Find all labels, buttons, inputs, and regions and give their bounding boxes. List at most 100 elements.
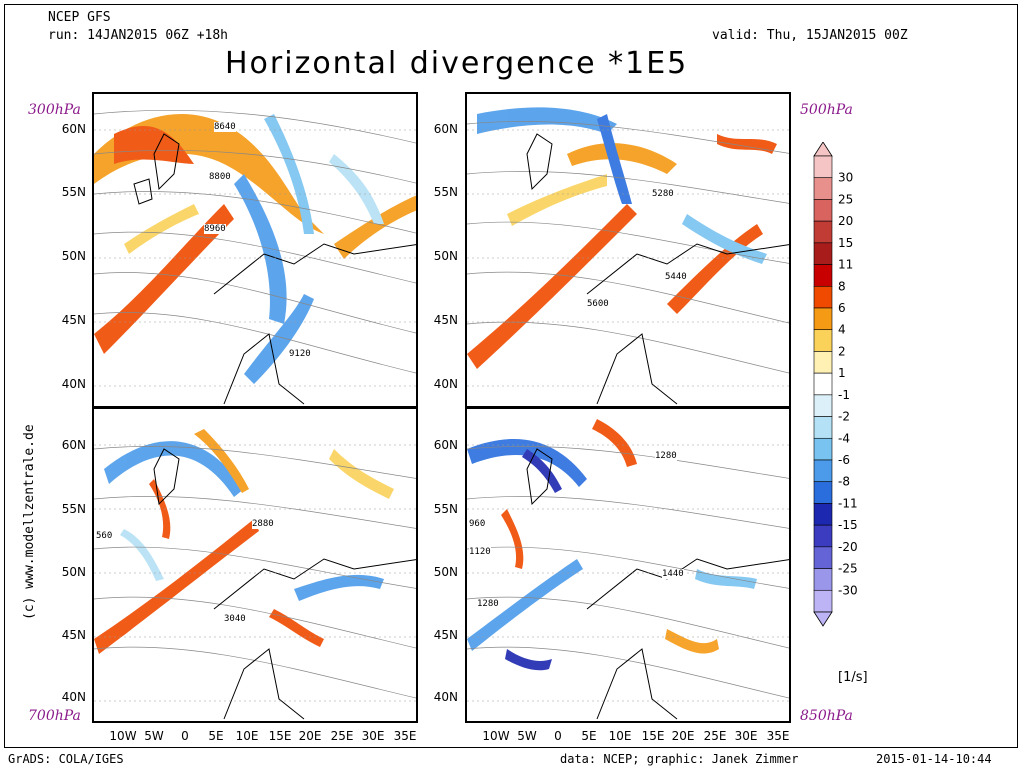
colorbar-level-label: -4	[838, 431, 850, 445]
colorbar-swatch	[813, 394, 833, 417]
colorbar-level-label: -11	[838, 496, 858, 510]
colorbar-swatch	[813, 351, 833, 374]
colorbar-arrow-bottom	[813, 611, 833, 627]
credit-vertical: (c) www.modellzentrale.de	[22, 424, 37, 620]
contour-label: 2880	[252, 519, 274, 529]
lon-tick: 15E	[641, 729, 665, 743]
colorbar-swatch	[813, 524, 833, 548]
lon-tick: 5E	[581, 729, 597, 743]
colorbar-level-label: 8	[838, 279, 846, 293]
colorbar-swatch	[813, 589, 833, 613]
colorbar-swatch	[813, 416, 833, 439]
colorbar-swatch	[813, 568, 833, 591]
lat-tick: 60N	[61, 122, 86, 136]
colorbar-level-label: -25	[838, 562, 858, 576]
colorbar-swatch	[813, 503, 833, 526]
lon-tick: 5W	[517, 729, 537, 743]
lon-tick: 30E	[734, 729, 758, 743]
colorbar-swatch	[813, 459, 833, 483]
lon-tick: 10W	[482, 729, 510, 743]
map-850hpa-field	[467, 419, 789, 720]
colorbar-level-label: -1	[838, 388, 850, 402]
lon-tick: 10W	[109, 729, 137, 743]
colorbar-level-label: -2	[838, 410, 850, 424]
colorbar-level-label: -8	[838, 475, 850, 489]
lon-tick: 10E	[235, 729, 259, 743]
contour-label: 960	[469, 519, 486, 529]
colorbar-level-label: 11	[838, 258, 853, 272]
lon-tick: 25E	[330, 729, 354, 743]
footer-center: data: NCEP; graphic: Janek Zimmer	[560, 752, 799, 766]
colorbar-level-label: 6	[838, 301, 846, 315]
contour-label: 1280	[655, 451, 677, 461]
map-panel-850hpa: 1280 1440 960 1120 1280	[465, 407, 791, 723]
lat-tick: 40N	[433, 377, 458, 391]
colorbar-swatch	[813, 437, 833, 461]
colorbar-level-label: -6	[838, 453, 850, 467]
colorbar-arrow-top	[813, 141, 833, 157]
contour-label: 5280	[652, 189, 674, 199]
colorbar-swatch	[813, 307, 833, 331]
lon-tick: 25E	[703, 729, 727, 743]
lon-tick: 0	[181, 729, 189, 743]
colorbar-level-label: 4	[838, 323, 846, 337]
colorbar-swatch	[813, 329, 833, 352]
map-panel-300hpa: 8640 8800 8960 9120	[92, 92, 418, 408]
level-label-700: 700hPa	[28, 708, 81, 724]
contour-label: 5440	[665, 272, 687, 282]
lat-tick: 50N	[61, 565, 86, 579]
colorbar-swatch	[813, 242, 833, 265]
contour-label: 560	[96, 531, 113, 541]
colorbar-swatch	[813, 155, 833, 179]
lat-tick: 60N	[433, 438, 458, 452]
lat-tick: 45N	[61, 313, 86, 327]
lat-tick: 50N	[433, 565, 458, 579]
colorbar-unit: [1/s]	[838, 670, 868, 685]
colorbar-swatch	[813, 220, 833, 244]
lat-tick: 40N	[61, 377, 86, 391]
colorbar-swatch	[813, 372, 833, 396]
lat-tick: 55N	[433, 185, 458, 199]
lat-tick: 60N	[433, 122, 458, 136]
contour-label: 1280	[477, 599, 499, 609]
colorbar: 30 25 20 15 11 8 6 4 2 1 -1 -2 -4 -6 -8 -11 -15 -20 -25 -30	[812, 141, 922, 640]
lat-tick: 40N	[61, 690, 86, 704]
colorbar-level-label: 1	[838, 366, 846, 380]
lat-tick: 50N	[433, 249, 458, 263]
level-label-850: 850hPa	[800, 708, 853, 724]
lon-tick: 15E	[268, 729, 292, 743]
colorbar-level-label: 25	[838, 192, 853, 206]
colorbar-swatch	[813, 264, 833, 287]
lon-tick: 5E	[208, 729, 224, 743]
colorbar-swatch	[813, 546, 833, 569]
contour-label: 1120	[469, 547, 491, 557]
level-label-300: 300hPa	[28, 102, 81, 118]
level-label-500: 500hPa	[800, 102, 853, 118]
lat-tick: 45N	[433, 313, 458, 327]
colorbar-level-label: -20	[838, 540, 858, 554]
run-info: run: 14JAN2015 06Z +18h	[48, 28, 229, 43]
colorbar-swatch	[813, 177, 833, 200]
colorbar-swatch	[813, 199, 833, 222]
colorbar-swatch	[813, 481, 833, 504]
contour-label: 5600	[587, 299, 609, 309]
lon-tick: 35E	[393, 729, 417, 743]
lat-tick: 45N	[433, 628, 458, 642]
lon-tick: 5W	[144, 729, 164, 743]
contour-label: 3040	[224, 614, 246, 624]
lon-tick: 30E	[361, 729, 385, 743]
model-name: NCEP GFS	[48, 10, 111, 25]
contour-label: 8640	[214, 122, 236, 132]
map-700hpa-field	[94, 429, 416, 720]
lon-tick: 35E	[766, 729, 790, 743]
map-300hpa-field	[94, 109, 416, 405]
contour-label: 8800	[209, 172, 231, 182]
lat-tick: 60N	[61, 438, 86, 452]
lat-tick: 50N	[61, 249, 86, 263]
valid-time: valid: Thu, 15JAN2015 00Z	[712, 28, 908, 43]
lon-tick: 10E	[608, 729, 632, 743]
footer-right: 2015-01-14-10:44	[876, 752, 992, 766]
map-panel-700hpa: 2880 3040 560	[92, 407, 418, 723]
lat-tick: 55N	[61, 502, 86, 516]
colorbar-swatch	[813, 285, 833, 309]
